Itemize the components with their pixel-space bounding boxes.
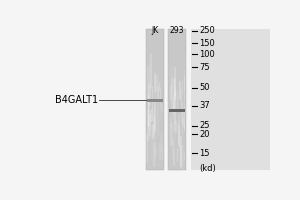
Text: 25: 25 (199, 121, 210, 130)
Bar (191, 29, 270, 170)
Text: 100: 100 (199, 50, 215, 59)
Text: 50: 50 (199, 83, 210, 92)
Text: 37: 37 (199, 101, 210, 110)
Text: B4GALT1: B4GALT1 (55, 95, 98, 105)
Text: (kd): (kd) (199, 164, 216, 173)
Text: 150: 150 (199, 39, 215, 48)
Text: 250: 250 (199, 26, 215, 35)
Bar (168, 29, 186, 170)
Text: JK: JK (151, 26, 158, 35)
Bar (146, 29, 164, 170)
Text: 293: 293 (170, 26, 184, 35)
Bar (147, 99, 163, 102)
Text: 15: 15 (199, 149, 210, 158)
Text: 75: 75 (199, 63, 210, 72)
Text: 20: 20 (199, 130, 210, 139)
Bar (169, 109, 185, 112)
